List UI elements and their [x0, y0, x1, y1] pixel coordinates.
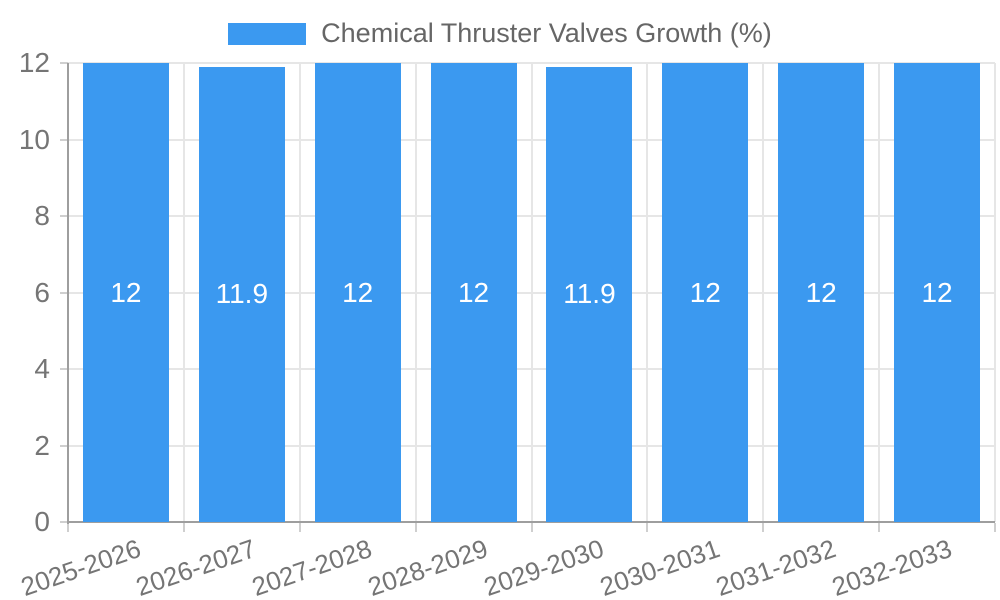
y-tick-mark	[60, 368, 68, 370]
y-tick-mark	[60, 291, 68, 294]
x-gridline	[878, 63, 881, 522]
y-axis-tick-label: 6	[34, 276, 50, 308]
x-tick-mark	[646, 523, 649, 532]
y-axis-tick-label: 0	[34, 506, 50, 537]
x-gridline	[414, 63, 417, 522]
bar[interactable]	[546, 66, 633, 522]
bar-value-label: 12	[110, 276, 142, 308]
x-tick-mark	[762, 523, 765, 532]
y-axis-tick-label: 10	[18, 123, 50, 155]
bar-value-label: 12	[457, 276, 490, 308]
x-gridline	[762, 63, 765, 522]
y-axis-tick-label: 12	[18, 47, 50, 78]
bar[interactable]	[662, 63, 749, 522]
y-tick-mark	[60, 521, 68, 523]
bar-value-label: 11.9	[563, 278, 616, 310]
y-axis-tick-label: 4	[34, 353, 50, 384]
bar-value-label: 12	[921, 276, 953, 308]
x-tick-mark	[182, 523, 185, 532]
x-tick-mark	[994, 523, 996, 532]
legend-item[interactable]: Chemical Thruster Valves Growth (%)	[228, 20, 772, 47]
y-tick-mark	[60, 138, 68, 141]
x-axis-tick-label: 2026-2027	[132, 533, 260, 600]
chart-legend: Chemical Thruster Valves Growth (%)	[0, 20, 1000, 47]
y-tick-mark	[60, 444, 68, 447]
x-axis-tick-label: 2032-2033	[827, 533, 956, 600]
bar-value-label: 12	[689, 276, 721, 308]
x-gridline	[994, 63, 996, 522]
x-axis-tick-label: 2027-2028	[248, 533, 376, 600]
x-axis-line	[68, 521, 995, 523]
x-tick-mark	[414, 523, 417, 532]
x-axis-tick-label: 2030-2031	[596, 533, 724, 600]
y-tick-mark	[60, 62, 68, 64]
bar-value-label: 12	[805, 276, 837, 308]
x-tick-mark	[530, 523, 533, 532]
bar[interactable]	[894, 63, 981, 522]
y-axis-tick-label: 8	[34, 200, 50, 231]
x-gridline	[530, 63, 533, 522]
bar-value-label: 11.9	[215, 278, 269, 310]
x-gridline	[646, 63, 649, 522]
x-gridline	[298, 63, 301, 522]
x-axis-tick-label: 2031-2032	[711, 533, 840, 600]
bar[interactable]	[314, 63, 401, 522]
x-axis-tick-label: 2029-2030	[480, 533, 608, 600]
x-tick-mark	[298, 523, 301, 532]
bar[interactable]	[198, 66, 285, 522]
legend-label: Chemical Thruster Valves Growth (%)	[321, 18, 772, 48]
y-tick-mark	[60, 215, 68, 217]
y-axis-line	[67, 63, 69, 524]
bar[interactable]	[430, 63, 517, 522]
x-axis-tick-label: 2025-2026	[16, 533, 145, 600]
bar[interactable]	[778, 63, 865, 522]
x-axis-tick-label: 2028-2029	[364, 533, 492, 600]
x-tick-mark	[67, 523, 69, 532]
y-axis-tick-label: 2	[34, 429, 50, 461]
x-tick-mark	[878, 523, 881, 532]
legend-swatch	[228, 22, 307, 45]
bar-value-label: 12	[342, 276, 374, 308]
bar[interactable]	[82, 63, 169, 522]
x-gridline	[182, 63, 185, 522]
